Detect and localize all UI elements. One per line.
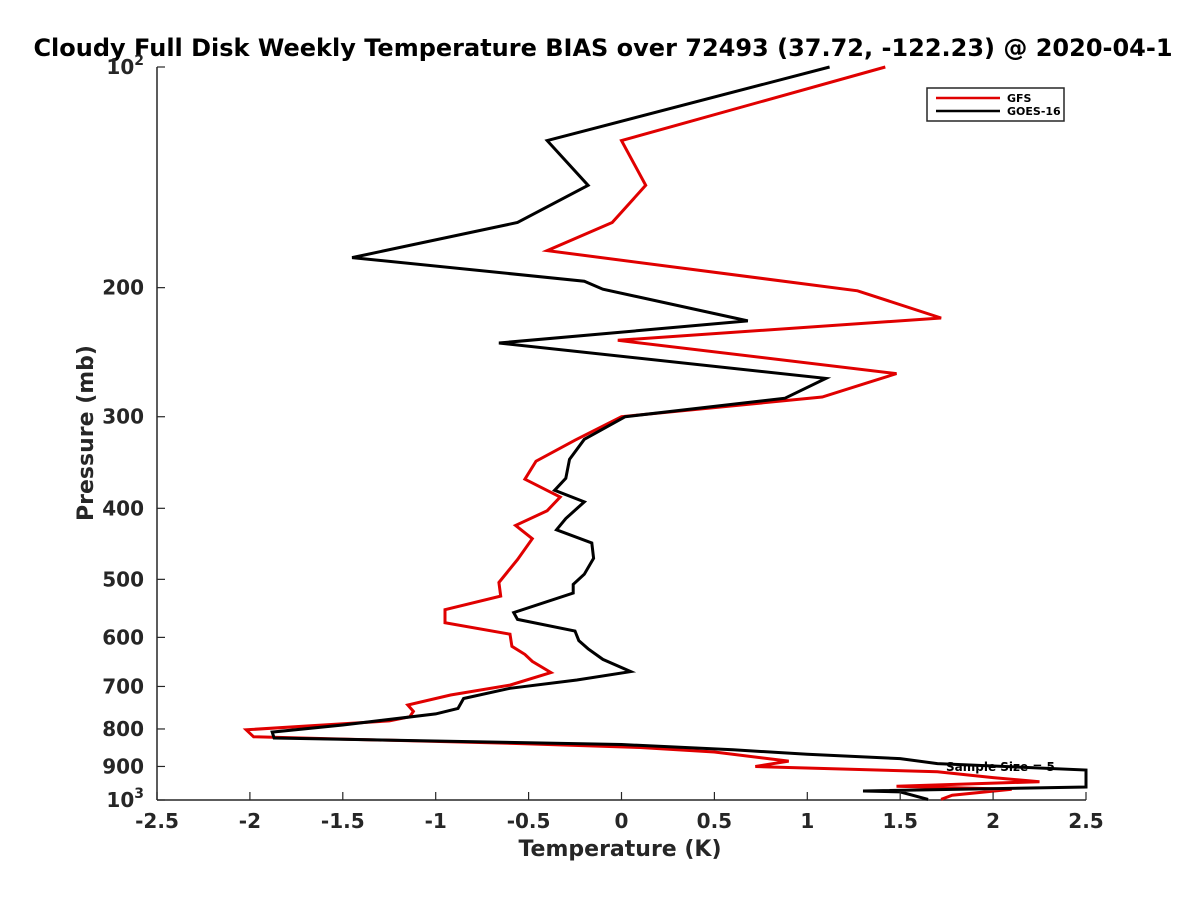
y-tick-label: 900 xyxy=(102,754,144,778)
legend: GFS GOES-16 xyxy=(926,87,1065,122)
x-tick-label: -1.5 xyxy=(321,809,365,833)
series-layer xyxy=(242,65,1088,801)
plot-area xyxy=(156,67,1086,801)
x-tick-label: 2.5 xyxy=(1068,809,1103,833)
y-tick-label: 600 xyxy=(102,625,144,649)
y-axis-label: Pressure (mb) xyxy=(74,345,99,521)
y-tick-label: 200 xyxy=(102,276,144,300)
x-tick-label: -2 xyxy=(239,809,261,833)
series-line-gfs xyxy=(242,65,1040,801)
x-axis: -2.5 -2 -1.5 -1 -0.5 0 0.5 1 1.5 2 2.5 xyxy=(135,792,1104,833)
x-tick-label: 1.5 xyxy=(882,809,917,833)
y-tick-label: 700 xyxy=(102,674,144,698)
series-line-goes16 xyxy=(270,65,1088,801)
x-tick-label: -1 xyxy=(425,809,447,833)
chart-title: Cloudy Full Disk Weekly Temperature BIAS… xyxy=(33,34,1172,62)
legend-label-gfs: GFS xyxy=(1007,92,1032,105)
legend-box xyxy=(926,87,1065,122)
x-tick-label: -2.5 xyxy=(135,809,179,833)
x-tick-label: 0 xyxy=(615,809,629,833)
x-tick-label: -0.5 xyxy=(507,809,551,833)
x-tick-label: 0.5 xyxy=(697,809,732,833)
x-tick-label: 1 xyxy=(800,809,814,833)
y-tick-label: 400 xyxy=(102,496,144,520)
y-tick-label: 103 xyxy=(106,786,144,812)
sample-size-annotation: Sample Size = 5 xyxy=(946,760,1055,774)
y-axis: 102 200 300 400 500 600 700 800 900 103 xyxy=(102,53,165,812)
y-tick-label: 102 xyxy=(106,53,144,79)
y-tick-label: 800 xyxy=(102,717,144,741)
x-tick-label: 2 xyxy=(986,809,1000,833)
y-tick-label: 300 xyxy=(102,405,144,429)
y-tick-label: 500 xyxy=(102,567,144,591)
legend-label-goes16: GOES-16 xyxy=(1007,105,1061,118)
x-axis-label: Temperature (K) xyxy=(518,837,721,862)
